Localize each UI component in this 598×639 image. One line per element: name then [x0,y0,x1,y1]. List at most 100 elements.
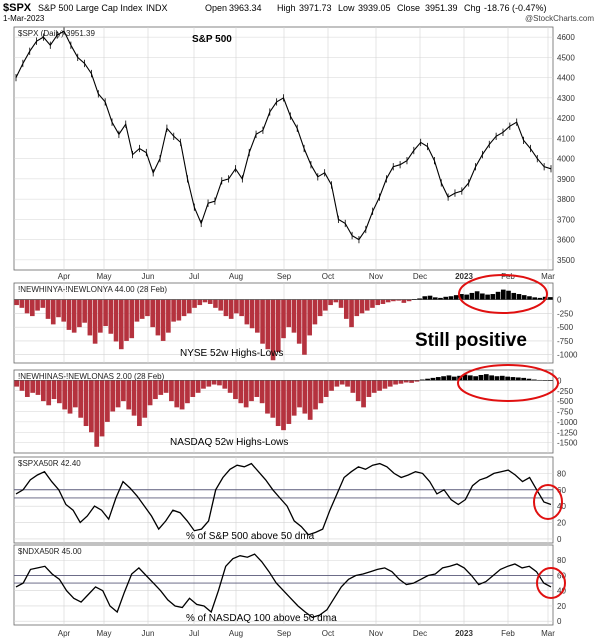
header-date: 1-Mar-2023 [3,14,45,23]
y-tick-label: 4600 [557,33,575,42]
bar [176,299,182,321]
y-tick-label: -1500 [557,439,578,448]
bar [380,299,386,304]
bar [211,380,217,385]
bar [391,299,396,302]
panel-frame [13,26,554,271]
bar [195,380,201,393]
series-line [15,462,552,536]
bar [307,380,313,420]
bar [406,299,412,302]
month-label: Jul [189,629,199,638]
bar [56,299,61,318]
bar [40,299,46,308]
series-line [15,553,552,619]
bar [480,293,485,300]
month-label: Oct [322,272,335,281]
panel-label: % of NASDAQ 100 above 50 dma [186,613,337,624]
bar [435,377,441,381]
bar [131,380,137,416]
bar [145,299,150,317]
bar [281,299,286,339]
bar [441,376,446,381]
y-tick-label: -1250 [557,428,578,437]
bar [343,299,349,319]
y-tick-label: 3700 [557,215,575,224]
bar [103,299,108,327]
bar [73,380,78,408]
month-label: Dec [413,272,427,281]
bar [446,375,452,381]
bar [438,297,443,300]
bar [370,299,375,308]
month-label: Jun [142,272,155,281]
series-line [15,30,552,241]
y-tick-label: 60 [557,486,566,495]
bar [350,380,356,393]
bar [192,299,197,308]
bar [126,380,132,410]
header-close: 3951.39 [425,3,458,13]
bar [532,297,538,300]
month-label: Apr [58,272,71,281]
month-label: Sep [277,629,292,638]
month-label: 2023 [455,272,473,281]
month-label: Feb [501,272,515,281]
month-label: Feb [501,629,515,638]
month-label: Aug [229,629,243,638]
bar [489,375,494,381]
bar [506,290,511,300]
bar [234,299,239,314]
y-tick-label: 4200 [557,114,575,123]
price-panel: 3500 3600 3700 3800 3900 4000 4100 4200 4300 4400… [13,26,575,271]
bar [270,299,276,361]
bar [14,299,19,306]
bar [333,299,339,303]
y-tick-label: 80 [557,469,566,478]
y-tick-label: 0 [557,535,562,544]
y-tick-label: 20 [557,519,566,528]
bar [108,299,114,334]
chart-header: $SPX S&P 500 Large Cap Index INDX 1-Mar-… [3,2,594,23]
y-tick-label: -1000 [557,418,578,427]
header-high-label: High [277,3,296,13]
bar [422,296,428,300]
bar [510,377,516,381]
bar [265,380,270,414]
bar [474,291,480,300]
bar [521,295,527,300]
month-axis: Apr Apr May May Jun Jun Jul Jul Aug Aug Sep Sep Oct O… [58,272,555,638]
annotation-circles [457,274,566,599]
y-tick-label: 0 [557,617,562,626]
bar [259,380,265,404]
bar [66,299,72,330]
bar [398,380,404,384]
bar [67,380,73,414]
bar [505,376,511,381]
bar [99,380,105,437]
month-label: Sep [277,272,292,281]
bar [527,296,532,300]
month-label: Apr [58,629,71,638]
bar [432,297,438,300]
bar [166,299,171,333]
header-description: S&P 500 Large Cap Index [38,3,143,13]
bar [349,299,354,328]
panel-label: % of S&P 500 above 50 dma [186,531,315,542]
bar [469,292,475,300]
bar [254,380,260,397]
header-low: 3939.05 [358,3,391,13]
bar [297,380,302,408]
header-close-label: Close [397,3,420,13]
bar [78,380,84,418]
bar [14,380,20,387]
bar [414,380,420,382]
bar [307,299,312,336]
bar [19,380,25,391]
bar [160,299,166,341]
y-tick-label: -250 [557,309,574,318]
bar [483,374,489,381]
